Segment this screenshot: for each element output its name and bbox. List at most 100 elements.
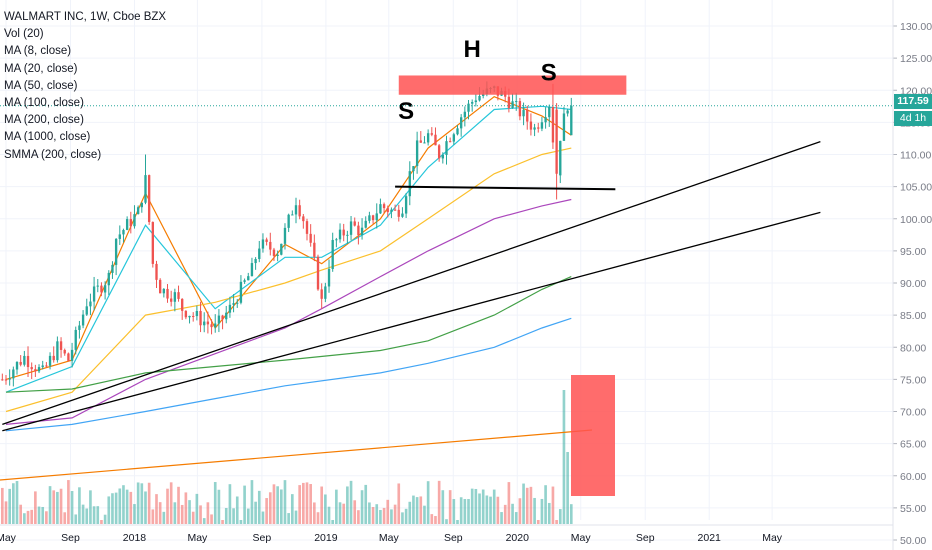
volume-bar [162,511,166,524]
candle-body [166,288,169,299]
volume-bar [151,509,155,524]
candle-body [151,222,155,264]
volume-bar [268,492,272,524]
candle-body [511,101,514,108]
candle-body [353,221,356,226]
candle-body [269,241,272,250]
candle-body [548,106,551,118]
right-shoulder-label: S [541,60,557,87]
candle-body [133,214,136,227]
legend-item[interactable]: SMMA (200, close) [4,148,102,161]
volume-bar [525,487,529,524]
volume-bar [463,499,467,524]
candle-body [177,292,180,299]
candle-body [4,379,8,381]
legend-item[interactable]: MA (200, close) [4,114,84,127]
candle-body [144,175,147,203]
volume-bar [254,501,257,524]
legend-item[interactable]: MA (50, close) [4,79,78,92]
volume-bar [408,501,412,524]
volume-bar [379,509,382,524]
volume-bar [335,489,338,524]
volume-bar [15,481,19,524]
candle-body [111,264,114,273]
volume-bar [19,504,23,524]
volume-bar [136,482,140,524]
volume-bar [459,497,463,524]
candle-body [170,298,173,302]
volume-bar [309,484,312,524]
legend-item[interactable]: Vol (20) [4,28,44,41]
volume-bar [177,486,180,524]
volume-bar [34,491,37,524]
volume-bar [169,482,173,524]
legend-item[interactable]: MA (100, close) [4,97,84,110]
candle-body [265,239,268,242]
candle-body [184,310,188,318]
moving-average-line [5,317,572,432]
candle-body [570,105,573,136]
volume-bar [518,498,522,524]
legend-item[interactable]: MA (20, close) [4,62,78,75]
volume-bar [412,495,415,524]
candle-body [247,276,250,281]
volume-bar [74,514,78,524]
candle-body [217,315,221,324]
volume-bar [8,488,11,524]
volume-bar [144,491,147,524]
volume-bar [202,518,206,524]
y-tick-label: 90.00 [900,278,926,290]
candle-body [41,365,44,368]
x-tick-label: 2021 [698,532,722,544]
candle-body [320,289,323,299]
volume-bar [232,508,235,524]
candle-body [258,248,261,260]
volume-bar [257,490,261,524]
volume-bar [243,485,246,524]
volume-bar [503,504,507,524]
candle-body [386,208,389,213]
candle-body [507,96,511,108]
candle-body [324,286,327,299]
candle-body [15,361,19,370]
legend-item[interactable]: MA (1000, close) [4,131,91,144]
trendlines [2,141,821,432]
volume-bar [558,509,562,524]
candle-body [346,234,349,236]
volume-bar [382,507,386,524]
candle-body [382,204,386,209]
volume-bar [434,516,437,524]
candle-body [415,140,419,167]
x-tick-label: Sep [636,532,655,544]
volume-bar [261,511,265,524]
volume-bar [551,486,555,524]
legend-item[interactable]: MA (8, close) [4,45,72,58]
volume-bar [445,519,448,524]
volume-bar [448,490,452,524]
candle-body [459,117,463,129]
y-tick-label: 130.00 [900,21,932,33]
annotations: S H S [0,36,893,496]
volume-bar [118,488,122,524]
volume-bar [41,506,45,524]
candle-body [276,254,279,256]
volume-bar [195,493,199,524]
candle-body [206,321,210,325]
candle-body [45,365,48,367]
candle-body [283,227,287,244]
volume-bar [96,506,100,524]
volume-bar [70,491,74,524]
candle-body [195,311,199,317]
y-tick-label: 105.00 [900,182,932,194]
candle-body [59,341,63,350]
y-tick-label: 55.00 [900,503,926,515]
volume-bar [78,487,81,524]
volume-bar [437,480,441,524]
candle-body [441,154,444,159]
resistance-zone [398,75,627,95]
candle-body [63,349,66,354]
volume-bar [349,480,353,524]
candle-body [232,303,235,305]
candle-body [437,145,441,159]
